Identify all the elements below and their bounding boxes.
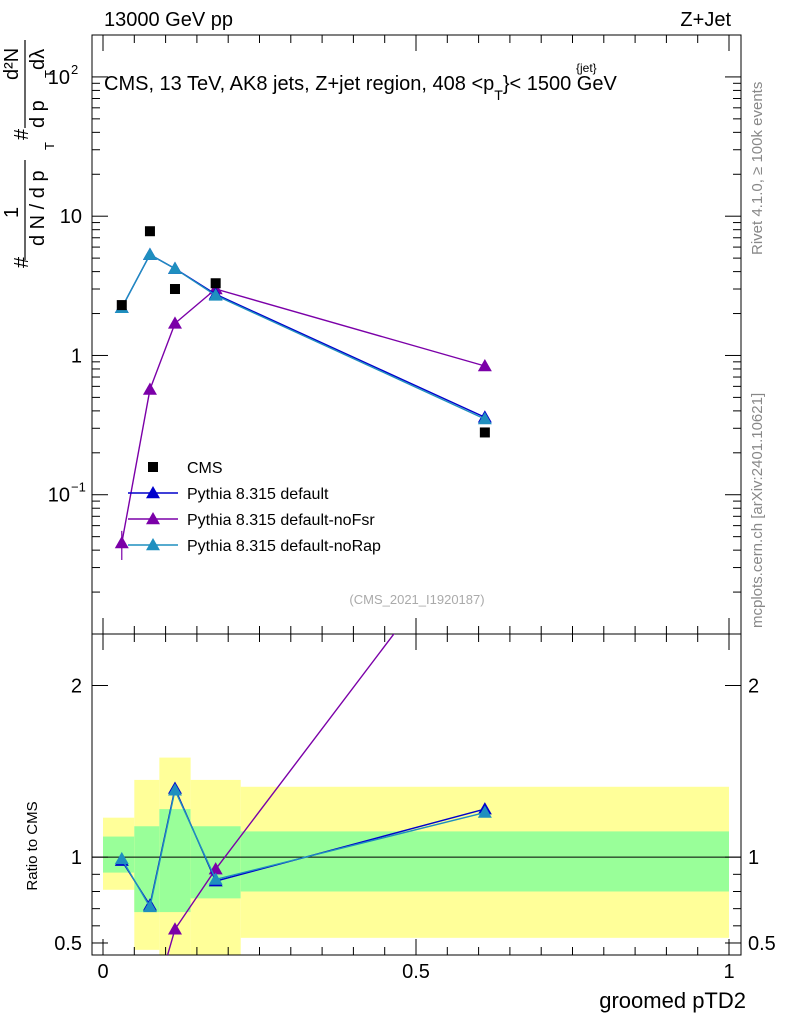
- upper-y-axis-label: # 1 d N / d p T # d²N d p T dλ: [1, 40, 57, 268]
- legend-label-data: CMS: [187, 460, 223, 477]
- process-label: 13000 GeV pp: [104, 9, 233, 31]
- ratio-point-noRap-1: [142, 899, 157, 913]
- upper-ytick-label: 10: [48, 67, 70, 89]
- legend-label-noRap: Pythia 8.315 default-noRap: [187, 538, 381, 555]
- xtick-label: 0.5: [402, 961, 430, 983]
- ylabel-hash: #: [11, 256, 33, 268]
- upper-ytick-label: 1: [71, 345, 82, 367]
- ratio-ytick-label-left: 0.5: [54, 933, 82, 955]
- point-data-3: [210, 278, 221, 289]
- series-line-noRap: [121, 253, 486, 420]
- legend-marker-noRap: [146, 538, 160, 551]
- ylabel-numerator: d²N: [1, 48, 23, 80]
- ylabel-denominator: d p: [27, 100, 49, 128]
- ratio-ytick-label-right: 2: [748, 675, 759, 697]
- xtick-label: 1: [723, 961, 734, 983]
- x-axis-label: groomed pTD2: [599, 988, 746, 1013]
- point-noFsr-2: [167, 316, 182, 329]
- legend-label-default: Pythia 8.315 default: [187, 486, 329, 503]
- panel-title-sup: {jet}: [576, 61, 597, 75]
- panel-title-sub: T: [494, 87, 503, 103]
- ratio-band-inner-0: [103, 836, 135, 873]
- upper-ytick-exponent: −1: [71, 480, 86, 495]
- ratio-bands-group: [103, 757, 729, 955]
- panel-title-tail: }< 1500 GeV: [503, 73, 618, 95]
- ratio-point-noFsr-2: [167, 922, 182, 935]
- rivet-version-label: Rivet 4.1.0, ≥ 100k events: [749, 82, 766, 255]
- ratio-point-noFsr-0: [115, 1018, 129, 1024]
- ratio-point-noRap-2: [167, 783, 182, 796]
- analysis-watermark: (CMS_2021_I1920187): [349, 592, 484, 607]
- point-noRap-4: [477, 411, 492, 425]
- ratio-ytick-label-right: 1: [748, 847, 759, 869]
- point-noRap-3: [208, 288, 223, 301]
- ratio-axis-group: 0.5 0.5 1 1 2 2 0 0.5 1: [54, 633, 776, 983]
- ratio-series-group: [114, 507, 492, 1024]
- point-noRap-2: [167, 261, 182, 274]
- ratio-point-noFsr-1: [143, 1009, 157, 1021]
- analysis-label: Z+Jet: [680, 9, 731, 31]
- point-data-4: [479, 427, 490, 438]
- ylabel-dn: d N / d p: [27, 170, 49, 246]
- ylabel-hash2: #: [11, 128, 33, 140]
- upper-ytick-label: 10: [60, 206, 82, 228]
- ratio-ytick-label-left: 2: [71, 675, 82, 697]
- ratio-y-axis-label: Ratio to CMS: [24, 801, 41, 890]
- ratio-point-noRap-4: [477, 805, 492, 818]
- point-data-1: [144, 226, 155, 237]
- point-noFsr-4: [477, 359, 492, 372]
- point-noFsr-1: [142, 382, 157, 395]
- ylabel-dlambda: dλ: [27, 49, 49, 70]
- ratio-point-noRap-3: [208, 872, 223, 885]
- ratio-band-inner-2: [159, 809, 191, 913]
- upper-ytick-exponent: 2: [71, 62, 78, 77]
- ylabel-den-t: T: [42, 70, 57, 78]
- point-data-0: [116, 300, 127, 311]
- xtick-label: 0: [97, 961, 108, 983]
- ratio-band-inner-4: [240, 831, 729, 892]
- ylabel-one: 1: [1, 207, 23, 218]
- panel-title-main: CMS, 13 TeV, AK8 jets, Z+jet region, 408…: [104, 73, 494, 95]
- legend-marker-default: [146, 486, 160, 499]
- ratio-ytick-label-left: 1: [71, 847, 82, 869]
- upper-series-group: [114, 226, 492, 560]
- point-noRap-1: [142, 247, 157, 260]
- upper-ytick-label: 10: [48, 485, 70, 507]
- ratio-point-noFsr-4: [478, 507, 492, 519]
- point-data-2: [169, 284, 180, 295]
- mcplots-reference-label: mcplots.cern.ch [arXiv:2401.10621]: [749, 393, 766, 628]
- legend: CMS Pythia 8.315 default Pythia 8.315 defa…: [128, 460, 381, 555]
- legend-label-noFsr: Pythia 8.315 default-noFsr: [187, 512, 375, 529]
- panel-title: CMS, 13 TeV, AK8 jets, Z+jet region, 408…: [104, 73, 617, 103]
- ylabel-dn-t: T: [42, 142, 57, 150]
- ratio-band-inner-1: [134, 826, 160, 913]
- legend-marker-data: [148, 462, 158, 472]
- legend-marker-noFsr: [146, 512, 160, 525]
- ratio-point-noRap-0: [114, 851, 129, 865]
- ratio-ytick-label-right: 0.5: [748, 933, 776, 955]
